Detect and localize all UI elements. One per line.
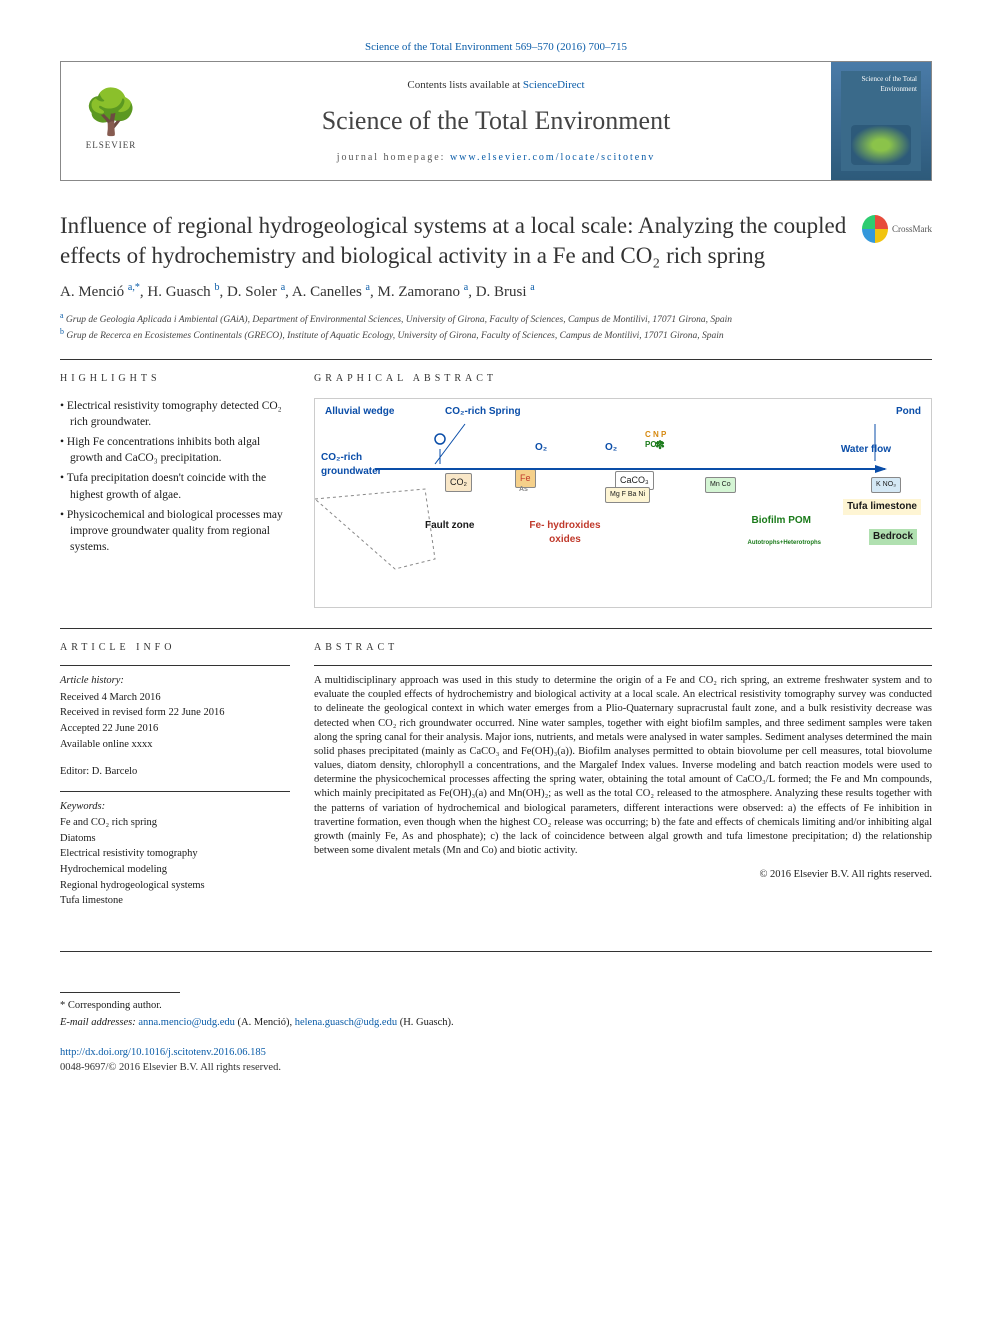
ga-alluvial: Alluvial wedge	[325, 405, 394, 419]
keywords-title: Keywords:	[60, 800, 290, 815]
journal-name: Science of the Total Environment	[322, 103, 671, 139]
editor-line: Editor: D. Barcelo	[60, 765, 290, 780]
ga-svg-overlay: ✽	[315, 399, 931, 607]
history-title: Article history:	[60, 674, 290, 689]
ga-o2-2: O₂	[605, 441, 617, 455]
abstract-text: A multidisciplinary approach was used in…	[314, 674, 932, 858]
authors-line: A. Menció a,*, H. Guasch b, D. Soler a, …	[60, 281, 932, 303]
ga-co2-spring: CO₂-rich Spring	[445, 405, 521, 419]
ga-co2-gw: CO₂-rich groundwater	[321, 451, 391, 479]
homepage-link[interactable]: www.elsevier.com/locate/scitotenv	[450, 152, 655, 163]
keyword-item: Tufa limestone	[60, 894, 290, 909]
highlight-item: Physicochemical and biological processes…	[60, 507, 290, 555]
cover-image-icon	[851, 125, 911, 165]
ga-water-flow: Water flow	[841, 443, 891, 457]
keyword-item: Regional hydrogeological systems	[60, 879, 290, 894]
ga-biofilm: Biofilm POM	[752, 514, 811, 528]
highlight-item: Electrical resistivity tomography detect…	[60, 398, 290, 430]
ga-auto-hetero: Autotrophs+Heterotrophs	[748, 539, 822, 547]
crossmark-icon	[862, 215, 888, 243]
history-line: Received 4 March 2016	[60, 691, 290, 706]
highlight-item: Tufa precipitation doesn't coincide with…	[60, 470, 290, 502]
abstract-head: ABSTRACT	[314, 641, 932, 655]
email-owner-2: (H. Guasch).	[397, 1017, 454, 1028]
history-line: Received in revised form 22 June 2016	[60, 706, 290, 721]
crossmark-label: CrossMark	[892, 223, 932, 236]
article-title: Influence of regional hydrogeological sy…	[60, 211, 852, 271]
highlights-list: Electrical resistivity tomography detect…	[60, 398, 290, 555]
keyword-item: Electrical resistivity tomography	[60, 847, 290, 862]
contents-prefix: Contents lists available at	[407, 79, 522, 91]
journal-header: 🌳 ELSEVIER Contents lists available at S…	[60, 61, 932, 181]
graphical-abstract-head: GRAPHICAL ABSTRACT	[314, 372, 932, 386]
ga-fe-hydrox: Fe- hydroxides oxides	[515, 519, 615, 547]
ga-mnco-box: Mn Co	[705, 477, 736, 493]
divider	[60, 951, 932, 952]
ga-o2-1: O₂	[535, 441, 547, 455]
ga-mg-box: Mg F Ba Ni	[605, 487, 650, 503]
cover-thumbnail-area: Science of the Total Environment	[831, 62, 931, 180]
email-owner-1: (A. Menció),	[235, 1017, 295, 1028]
affiliations: a Grup de Geologia Aplicada i Ambiental …	[60, 311, 932, 343]
sciencedirect-link[interactable]: ScienceDirect	[523, 79, 585, 91]
publisher-label: ELSEVIER	[86, 139, 137, 152]
citation-top: Science of the Total Environment 569–570…	[60, 40, 932, 55]
email-link-1[interactable]: anna.mencio@udg.edu	[138, 1017, 235, 1028]
homepage-prefix: journal homepage:	[337, 152, 450, 163]
keyword-item: Diatoms	[60, 832, 290, 847]
keyword-item: Hydrochemical modeling	[60, 863, 290, 878]
ga-pom: POM	[645, 439, 663, 450]
ga-co2-box: CO₂	[445, 473, 472, 492]
homepage-line: journal homepage: www.elsevier.com/locat…	[337, 151, 656, 165]
ga-tufa: Tufa limestone	[843, 499, 921, 515]
issn-line: 0048-9697/© 2016 Elsevier B.V. All right…	[60, 1061, 932, 1076]
publisher-logo-area: 🌳 ELSEVIER	[61, 62, 161, 180]
contents-line: Contents lists available at ScienceDirec…	[407, 78, 584, 93]
history-line: Available online xxxx	[60, 738, 290, 753]
doi-link[interactable]: http://dx.doi.org/10.1016/j.scitotenv.20…	[60, 1047, 266, 1058]
email-label: E-mail addresses:	[60, 1017, 138, 1028]
graphical-abstract-figure: Alluvial wedge CO₂-rich Spring Pond CO₂-…	[314, 398, 932, 608]
ga-pond: Pond	[896, 405, 921, 419]
highlight-item: High Fe concentrations inhibits both alg…	[60, 434, 290, 466]
email-link-2[interactable]: helena.guasch@udg.edu	[295, 1017, 397, 1028]
copyright-line: © 2016 Elsevier B.V. All rights reserved…	[314, 868, 932, 883]
crossmark-widget[interactable]: CrossMark	[862, 215, 932, 243]
article-info-head: ARTICLE INFO	[60, 641, 290, 655]
footer-block: * Corresponding author. E-mail addresses…	[60, 992, 932, 1076]
corresponding-author: * Corresponding author.	[60, 999, 932, 1014]
ga-fault: Fault zone	[425, 519, 474, 533]
elsevier-tree-icon: 🌳	[84, 91, 139, 135]
keyword-item: Fe and CO₂ rich spring	[60, 816, 290, 831]
cover-text: Science of the Total Environment	[845, 75, 917, 95]
highlights-head: HIGHLIGHTS	[60, 372, 290, 386]
divider	[60, 359, 932, 360]
ga-bedrock: Bedrock	[869, 529, 917, 545]
ga-kno3-box: K NO₃	[871, 477, 901, 493]
ga-as: As	[519, 485, 528, 495]
email-line: E-mail addresses: anna.mencio@udg.edu (A…	[60, 1016, 932, 1031]
history-line: Accepted 22 June 2016	[60, 722, 290, 737]
divider	[60, 628, 932, 629]
